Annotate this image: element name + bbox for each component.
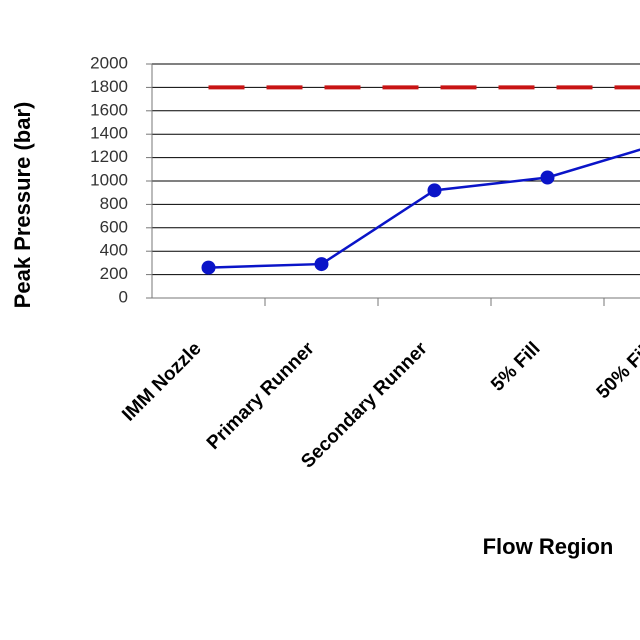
data-point <box>314 257 329 272</box>
x-tick-label: 50% Fill <box>593 338 640 403</box>
x-tick-label: Primary Runner <box>203 338 319 454</box>
y-tick-label: 2000 <box>90 53 128 72</box>
y-tick-label: 1200 <box>90 147 128 166</box>
y-tick-label: 1400 <box>90 124 128 143</box>
y-tick-label: 1800 <box>90 77 128 96</box>
x-tick-label: IMM Nozzle <box>118 338 205 425</box>
data-point <box>427 183 442 198</box>
line-series <box>208 148 640 269</box>
y-tick-label: 1600 <box>90 100 128 119</box>
x-tick-label: 5% Fill <box>487 338 544 395</box>
y-tick-label: 400 <box>100 241 128 260</box>
y-tick-label: 600 <box>100 217 128 236</box>
y-tick-label: 1000 <box>90 170 128 189</box>
y-tick-label: 800 <box>100 194 128 213</box>
x-tick-label: Secondary Runner <box>297 338 432 473</box>
data-point <box>201 260 216 275</box>
x-axis-title: Flow Region <box>483 534 614 559</box>
y-tick-label: 0 <box>119 287 128 306</box>
y-tick-label: 200 <box>100 264 128 283</box>
data-point <box>540 170 555 185</box>
y-axis-title: Peak Pressure (bar) <box>10 102 35 309</box>
